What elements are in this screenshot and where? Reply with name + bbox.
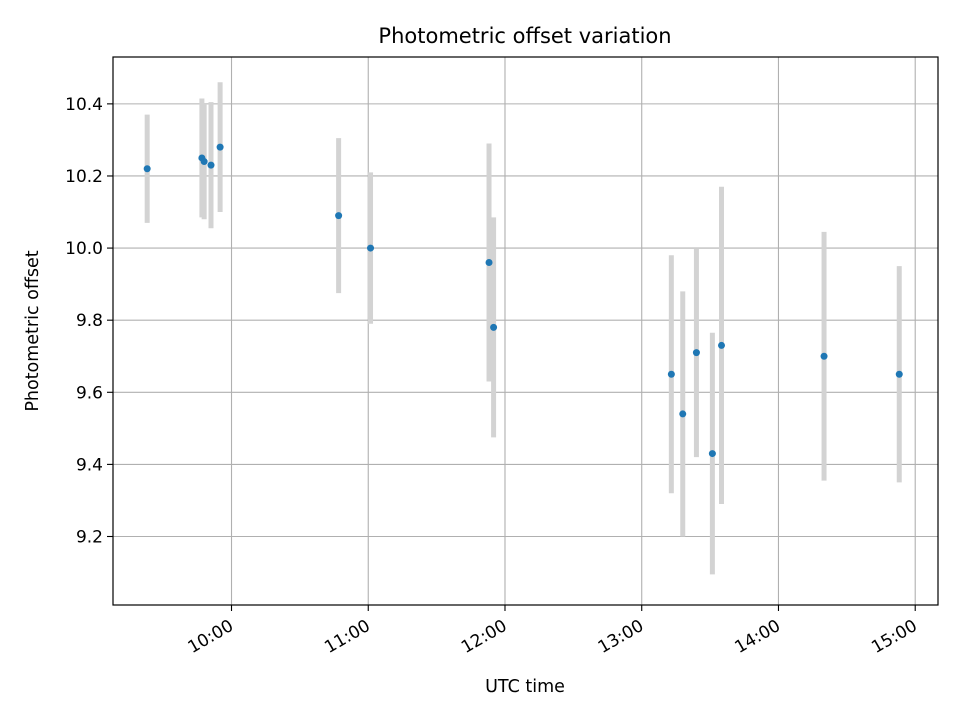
data-point [335, 212, 343, 220]
data-point [895, 370, 903, 378]
data-point [367, 244, 375, 252]
y-tick-label: 9.6 [76, 383, 103, 403]
data-point [820, 352, 828, 360]
data-point [143, 165, 151, 173]
y-tick-label: 9.2 [76, 528, 103, 548]
data-point [667, 370, 675, 378]
grid [113, 57, 938, 605]
chart-title: Photometric offset variation [378, 24, 671, 48]
y-tick-label: 10.0 [65, 239, 103, 259]
y-tick-label: 9.4 [76, 455, 103, 475]
data-point [490, 323, 498, 331]
y-tick-label: 10.4 [65, 95, 103, 115]
data-point [708, 450, 716, 458]
data-point [717, 341, 725, 349]
data-point [200, 158, 208, 166]
data-point [485, 259, 493, 266]
plot-frame [112, 56, 939, 606]
y-axis-label: Photometric offset [23, 250, 43, 411]
data-point [207, 161, 215, 169]
data-point [692, 349, 700, 357]
y-axis-ticks: 9.2 9.4 9.6 9.8 10.0 10.2 10.4 [65, 95, 113, 548]
y-tick-label: 9.8 [76, 311, 103, 331]
x-axis-label: UTC time [485, 677, 565, 697]
data-point [679, 410, 687, 418]
y-tick-label: 10.2 [65, 167, 103, 187]
data-point [216, 143, 224, 151]
data-points [143, 143, 903, 458]
